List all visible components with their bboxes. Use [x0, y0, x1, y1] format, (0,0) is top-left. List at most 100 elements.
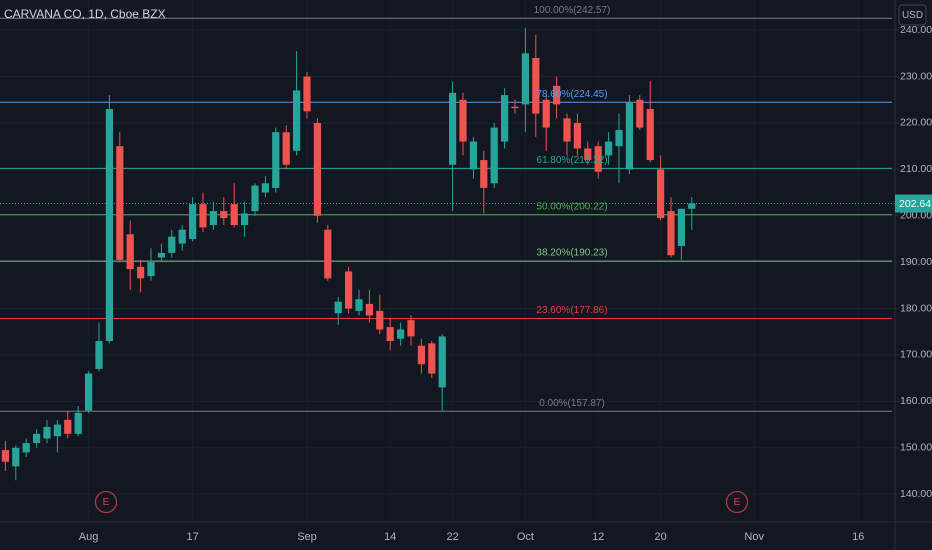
- fib-level-label: 61.80%(210.22): [536, 155, 607, 166]
- candle-body: [501, 95, 509, 142]
- candle-body: [220, 211, 228, 219]
- candle-body: [147, 262, 155, 277]
- candle-body: [313, 122, 321, 216]
- currency-label: USD: [902, 10, 923, 21]
- y-tick-label: 160.00: [900, 395, 932, 407]
- last-price-label: 202.64: [899, 198, 931, 210]
- y-tick-label: 210.00: [900, 163, 932, 175]
- candle-body: [116, 146, 124, 260]
- candle-body: [532, 58, 540, 114]
- candle-body: [511, 106, 519, 109]
- candle-body: [646, 109, 654, 161]
- candle-body: [563, 118, 571, 142]
- candle-body: [490, 127, 498, 184]
- y-tick-label: 170.00: [900, 349, 932, 361]
- candle-body: [438, 336, 446, 388]
- x-tick-label: Oct: [517, 531, 534, 543]
- y-tick-label: 190.00: [900, 256, 932, 268]
- fib-level-label: 100.00%(242.57): [534, 5, 611, 16]
- candle-body: [667, 211, 675, 256]
- plot-area: [0, 17, 895, 481]
- candle-body: [189, 204, 197, 239]
- fib-level-label: 23.60%(177.86): [536, 305, 607, 316]
- x-tick-label: Nov: [744, 531, 764, 543]
- candle-body: [636, 99, 644, 128]
- candle-body: [657, 169, 665, 219]
- y-tick-label: 240.00: [900, 24, 932, 36]
- y-tick-label: 200.00: [900, 210, 932, 222]
- x-tick-label: Sep: [297, 531, 317, 543]
- candle-body: [74, 412, 82, 434]
- y-tick-label: 230.00: [900, 70, 932, 82]
- candle-body: [469, 141, 477, 170]
- earnings-text: E: [103, 497, 110, 508]
- x-tick-label: 17: [186, 531, 198, 543]
- candle-body: [126, 234, 134, 270]
- candle-body: [386, 327, 394, 342]
- candle-body: [272, 132, 280, 188]
- candle-body: [178, 229, 186, 244]
- candle-body: [688, 203, 696, 209]
- x-tick-label: 22: [446, 531, 458, 543]
- x-tick-label: 16: [852, 531, 864, 543]
- candle-body: [105, 109, 113, 342]
- candle-body: [345, 271, 353, 309]
- earnings-circle: [725, 490, 749, 514]
- x-tick-label: 20: [654, 531, 666, 543]
- candle-body: [12, 447, 20, 467]
- earnings-circle: [94, 490, 118, 514]
- candle-body: [324, 229, 332, 279]
- candle-body: [230, 204, 238, 226]
- candle-body: [355, 299, 363, 311]
- candle-body: [573, 122, 581, 149]
- candle-body: [168, 236, 176, 253]
- candle-body: [553, 85, 561, 105]
- candle-body: [1, 450, 9, 462]
- candle-body: [261, 183, 269, 193]
- candle-body: [85, 373, 93, 411]
- last-price-box: [895, 194, 932, 213]
- candle-body: [605, 141, 613, 156]
- chart-title: CARVANA CO, 1D, Cboe BZX: [4, 7, 166, 21]
- x-tick-label: 14: [384, 531, 396, 543]
- x-tick-label: 12: [592, 531, 604, 543]
- candle-body: [376, 310, 384, 330]
- y-tick-label: 150.00: [900, 442, 932, 454]
- candle-body: [251, 185, 259, 212]
- candle-body: [594, 146, 602, 172]
- candle-body: [365, 303, 373, 316]
- candle-body: [625, 102, 633, 170]
- candle-body: [615, 129, 623, 147]
- candle-body: [137, 266, 145, 279]
- candle-body: [417, 345, 425, 365]
- earnings-marker[interactable]: E: [94, 490, 118, 514]
- candle-body: [53, 424, 61, 437]
- candle-body: [43, 426, 51, 439]
- y-tick-label: 140.00: [900, 488, 932, 500]
- candle-body: [334, 301, 342, 314]
- fib-level-label: 78.60%(224.45): [536, 89, 607, 100]
- currency-box[interactable]: [898, 4, 927, 26]
- candle-body: [209, 211, 217, 226]
- earnings-text: E: [734, 497, 741, 508]
- candle-body: [584, 148, 592, 161]
- candle-body: [33, 433, 41, 444]
- candle-body: [677, 208, 685, 246]
- candle-body: [449, 92, 457, 165]
- fib-level-label: 0.00%(157.87): [539, 398, 605, 409]
- candle-body: [157, 252, 165, 258]
- earnings-marker[interactable]: E: [725, 490, 749, 514]
- x-tick-label: Aug: [79, 531, 99, 543]
- candle-body: [241, 213, 249, 226]
- candle-body: [397, 329, 405, 339]
- candle-body: [64, 419, 72, 434]
- candle-body: [22, 443, 30, 453]
- candle-body: [282, 132, 290, 165]
- candle-body: [459, 99, 467, 142]
- candle-body: [95, 341, 103, 369]
- candle-body: [199, 204, 207, 228]
- candle-body: [542, 99, 550, 128]
- candle-body: [303, 76, 311, 112]
